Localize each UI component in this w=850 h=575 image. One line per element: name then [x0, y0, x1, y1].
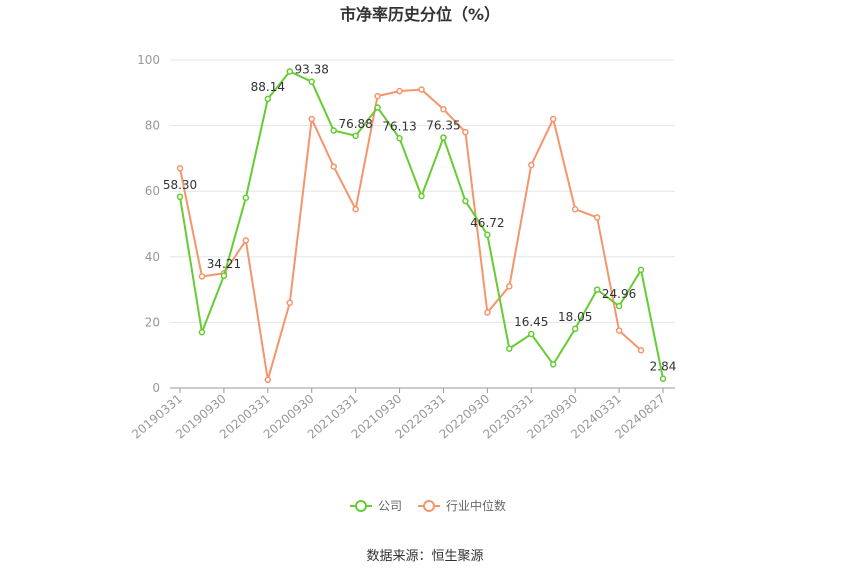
series-layer [176, 68, 667, 384]
data-label: 24.96 [602, 287, 636, 301]
data-point[interactable] [615, 327, 623, 334]
data-label: 76.88 [338, 117, 372, 131]
data-label: 88.14 [251, 80, 285, 94]
y-tick-label: 40 [145, 250, 160, 264]
data-point[interactable] [528, 161, 535, 169]
legend-label: 行业中位数 [446, 498, 506, 513]
data-label: 18.05 [558, 310, 592, 324]
source-note: 数据来源：恒生聚源 [366, 549, 483, 564]
data-point[interactable] [286, 299, 294, 306]
data-point[interactable] [615, 302, 623, 310]
data-point[interactable] [242, 194, 250, 202]
data-label: 76.13 [382, 119, 416, 133]
data-point[interactable] [506, 283, 513, 290]
data-point[interactable] [549, 361, 557, 368]
data-point[interactable] [352, 132, 359, 140]
x-axis: 2019033120190930202003312020093020210331… [129, 387, 675, 442]
data-point[interactable] [352, 205, 359, 213]
legend-item-1[interactable]: 行业中位数 [418, 498, 506, 513]
data-label: 58.30 [163, 178, 197, 192]
data-point[interactable] [462, 197, 469, 205]
data-label: 34.21 [207, 257, 241, 271]
data-point[interactable] [484, 231, 491, 239]
data-point[interactable] [176, 193, 184, 201]
data-point[interactable] [593, 214, 601, 221]
legend[interactable]: 公司 行业中位数 [350, 498, 506, 513]
data-point[interactable] [593, 286, 601, 293]
data-label: 46.72 [470, 216, 504, 230]
data-point[interactable] [396, 87, 403, 95]
legend-marker [355, 500, 367, 512]
series-0 [176, 68, 667, 382]
data-point[interactable] [484, 309, 491, 316]
data-point[interactable] [176, 164, 184, 172]
data-point[interactable] [308, 115, 315, 123]
data-point[interactable] [330, 163, 337, 170]
data-point[interactable] [264, 95, 272, 103]
series-1 [176, 86, 645, 384]
data-point[interactable] [242, 237, 250, 244]
data-label: 16.45 [514, 315, 548, 329]
data-point[interactable] [528, 330, 535, 338]
data-point[interactable] [286, 68, 294, 75]
data-point[interactable] [659, 375, 667, 382]
data-point[interactable] [571, 325, 579, 333]
data-point[interactable] [396, 135, 403, 142]
data-point[interactable] [418, 86, 425, 93]
data-point[interactable] [440, 105, 447, 113]
data-point[interactable] [506, 345, 513, 352]
data-point[interactable] [198, 328, 206, 336]
data-point[interactable] [440, 134, 447, 141]
data-point[interactable] [549, 115, 557, 123]
data-labels: 58.30 34.21 88.14 93.38 76.88 76.13 76.35 46.72… [163, 63, 677, 374]
chart-title: 市净率历史分位（%） [340, 5, 500, 24]
data-point[interactable] [308, 78, 315, 85]
legend-item-0[interactable]: 公司 [350, 499, 402, 513]
data-label: 93.38 [295, 63, 329, 77]
y-tick-label: 0 [152, 381, 160, 395]
series-line [179, 88, 642, 381]
legend-marker [423, 500, 435, 512]
data-point[interactable] [198, 273, 206, 280]
data-point[interactable] [418, 192, 425, 200]
legend-label: 公司 [378, 499, 402, 513]
data-point[interactable] [637, 266, 645, 274]
data-point[interactable] [637, 347, 645, 354]
data-point[interactable] [220, 272, 228, 280]
y-tick-label: 20 [145, 315, 160, 329]
data-point[interactable] [462, 128, 469, 136]
data-label: 2.84 [650, 360, 677, 374]
data-point[interactable] [264, 376, 272, 384]
data-point[interactable] [374, 92, 381, 100]
series-line [179, 70, 664, 379]
y-tick-label: 100 [137, 53, 160, 67]
data-point[interactable] [374, 104, 381, 111]
y-axis-ticks: 0 20 40 60 80 100 [137, 53, 160, 395]
y-tick-label: 80 [145, 119, 160, 133]
data-label: 76.35 [426, 119, 460, 133]
data-point[interactable] [571, 205, 579, 213]
data-point[interactable] [330, 127, 337, 134]
y-tick-label: 60 [145, 184, 160, 198]
